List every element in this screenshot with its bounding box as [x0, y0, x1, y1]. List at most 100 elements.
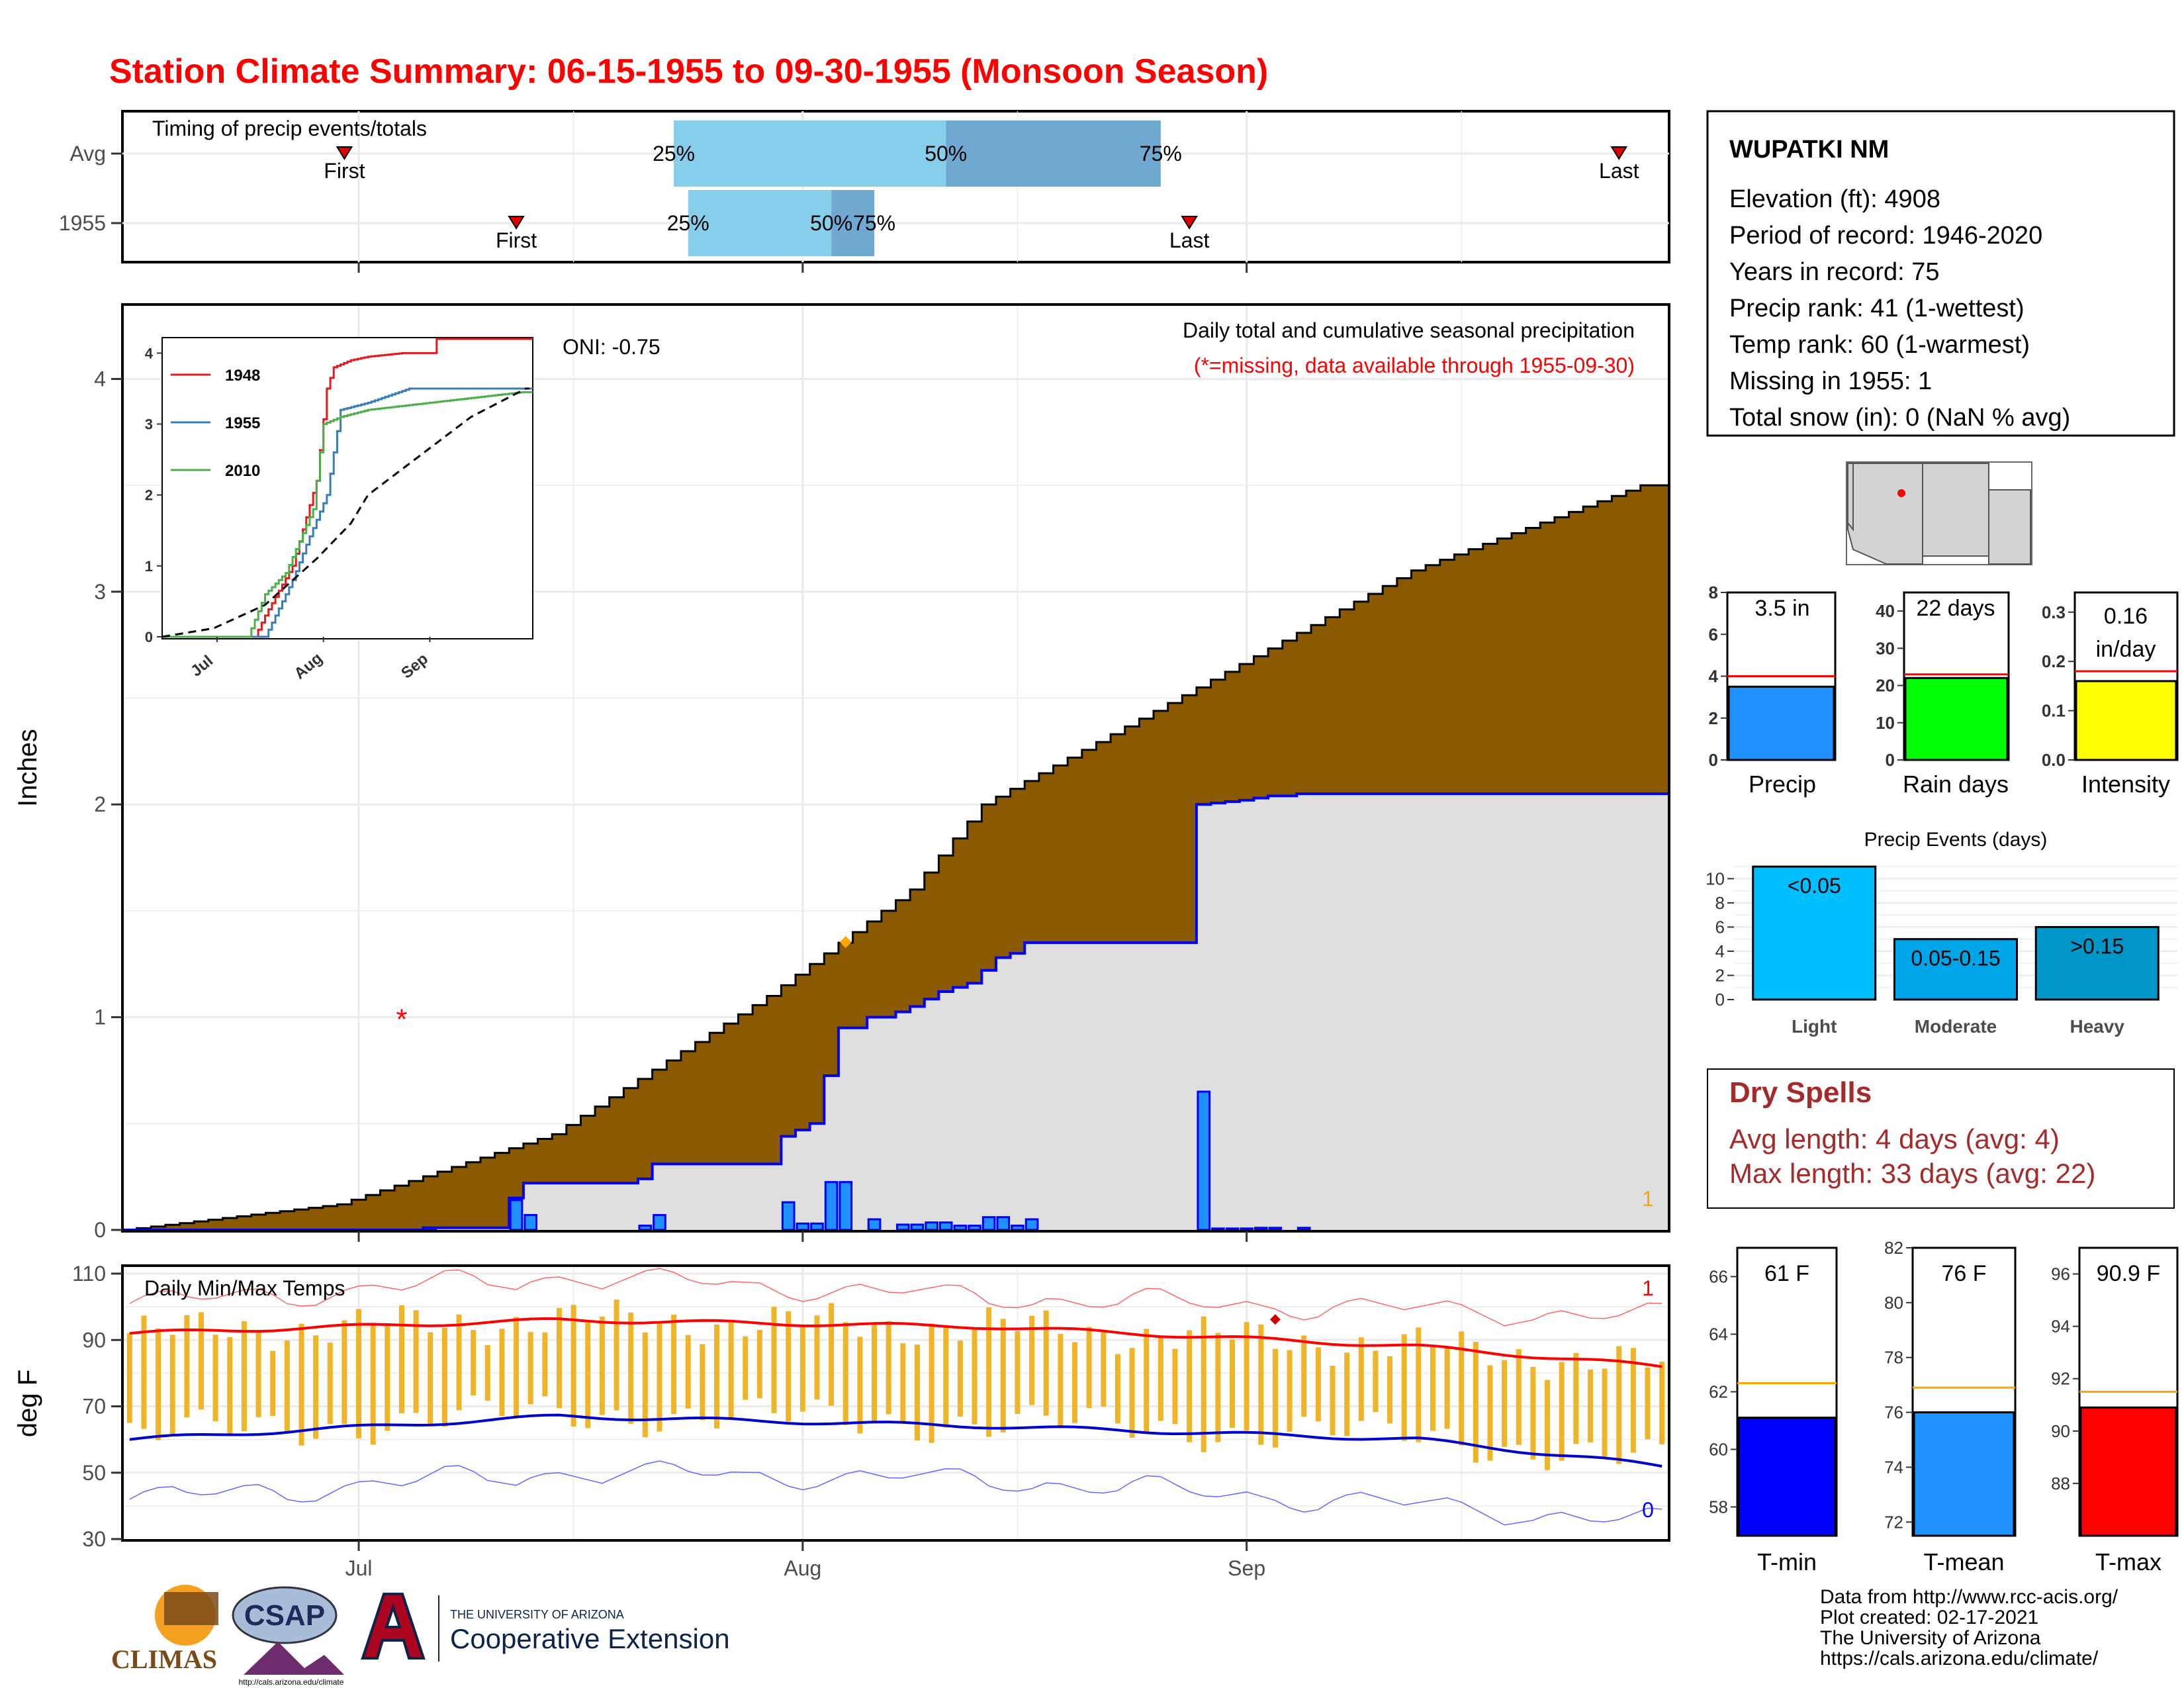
event-bar-moderate: [1893, 938, 2018, 1001]
max-count: 1: [1642, 1276, 1654, 1300]
daily-temp-range-bar: [829, 1303, 835, 1406]
daily-temp-range-bar: [327, 1342, 333, 1425]
daily-precip-bar: [1268, 1227, 1283, 1231]
avg-cumulative-line: [122, 484, 1669, 1231]
temp-summary-y-tick-label: 96: [2051, 1264, 2070, 1284]
missing-note: (*=missing, data available through 1955-…: [1194, 353, 1635, 377]
daily-temp-range-bar: [1330, 1366, 1336, 1436]
daily-precip-bar: [1024, 1218, 1039, 1231]
daily-temp-range-bar: [1587, 1369, 1593, 1442]
station-snow: Total snow (in): 0 (NaN % avg): [1729, 404, 2070, 432]
event-bar-light: [1752, 865, 1877, 1001]
record-max-marker: [1269, 1314, 1281, 1325]
temp-summary-y-tick-label: 58: [1709, 1497, 1728, 1517]
temp-line-avg-min: [129, 1413, 1662, 1468]
station-location-marker: [1897, 489, 1905, 497]
daily-temp-range-bar: [657, 1323, 662, 1432]
daily-temp-range-bar: [900, 1343, 906, 1424]
daily-temp-range-bar: [1272, 1348, 1278, 1448]
temp-summary-label: T-mean: [1923, 1548, 2004, 1575]
intensity-y-tick-label: 0.0: [2042, 750, 2066, 770]
rain-days-y-tick-label: 0: [1886, 750, 1895, 770]
daily-temp-range-bar: [1659, 1362, 1665, 1445]
daily-temp-range-bar: [743, 1336, 749, 1400]
credits: Data from http://www.rcc-acis.org/ Plot …: [1820, 1586, 2118, 1669]
daily-temp-range-bar: [1545, 1380, 1551, 1470]
raindays-bar-value: 22 days: [1916, 596, 1995, 621]
temp-summary-y-tick-label: 90: [2051, 1421, 2070, 1441]
station-temp-rank: Temp rank: 60 (1-warmest): [1729, 331, 2030, 359]
timing-bar-q25-q50: [688, 190, 832, 256]
temp-summary-y-tick-label: 82: [1884, 1238, 1903, 1258]
timing-first-label: First: [324, 159, 365, 183]
daily-temp-range-bar: [1129, 1348, 1135, 1438]
daily-temp-range-bar: [1158, 1337, 1163, 1421]
daily-temp-range-bar: [599, 1316, 605, 1415]
credit-line: The University of Arizona: [1820, 1627, 2041, 1649]
temp-summary-y-tick-label: 94: [2051, 1317, 2070, 1336]
precip-y-tick-label: 8: [1709, 583, 1718, 602]
daily-precip-bar: [824, 1181, 839, 1231]
dry-spells-avg: Avg length: 4 days (avg: 4): [1729, 1123, 2060, 1154]
daily-temp-range-bar: [527, 1332, 533, 1405]
daily-temp-range-bar: [1301, 1335, 1307, 1417]
daily-temp-range-bar: [1029, 1315, 1035, 1405]
daily-temp-range-bar: [212, 1335, 218, 1422]
precip-y-tick-label: 6: [1709, 624, 1718, 644]
rain-days-y-tick-label: 40: [1876, 601, 1895, 621]
precip-bar-label: Precip: [1749, 771, 1816, 798]
precip-panel: * 0 1 2 3 4 Inches ONI: -0.75 Daily total an…: [13, 303, 1670, 1242]
daily-precip-bar: [1240, 1227, 1253, 1231]
legend-label-1948: 1948: [225, 367, 260, 385]
climas-logo-rays: [164, 1592, 218, 1625]
daily-temp-range-bar: [700, 1344, 705, 1421]
daily-precip-bar: [1211, 1227, 1225, 1231]
intensity-y-tick-label: 0.1: [2042, 701, 2066, 721]
daily-temp-range-bar: [284, 1340, 290, 1432]
timing-first-label: First: [496, 228, 537, 252]
daily-temp-range-bar: [1201, 1316, 1206, 1452]
events-y-tick-label: 0: [1715, 990, 1725, 1009]
daily-temp-range-bar: [585, 1322, 591, 1429]
event-bar-heavy: [2034, 925, 2160, 1001]
daily-temp-range-bar: [1358, 1337, 1364, 1421]
temp-summary-label: T-max: [2095, 1548, 2161, 1575]
event-bar-text: <0.05: [1788, 874, 1841, 898]
station-precip-rank: Precip rank: 41 (1-wettest): [1729, 295, 2025, 322]
daily-temp-range-bar: [156, 1328, 161, 1440]
temp-lines: [129, 1268, 1662, 1526]
daily-temp-range-bar: [957, 1340, 963, 1417]
daily-temp-range-bar: [1172, 1348, 1178, 1425]
rain-days-value-bar: [1904, 677, 2009, 761]
daily-temp-range-bar: [428, 1332, 433, 1425]
climas-logo: CLIMAS: [111, 1585, 218, 1674]
ua-logo-big-text: Cooperative Extension: [450, 1623, 730, 1654]
daily-precip-bar: [653, 1214, 666, 1231]
daily-precip-bar: [1225, 1227, 1240, 1231]
daily-temp-range-bar: [1530, 1366, 1536, 1460]
daily-temp-range-bar: [872, 1323, 878, 1424]
station-elevation: Elevation (ft): 4908: [1729, 185, 1940, 213]
daily-temp-range-bar: [298, 1323, 304, 1446]
inset-y-tick-label: 2: [145, 487, 153, 504]
precip-value-bar: [1727, 685, 1835, 761]
inset-y-tick-label: 0: [145, 629, 153, 645]
daily-precip-bar: [781, 1201, 796, 1231]
daily-temp-range-bar: [1071, 1342, 1077, 1423]
precip-y-label: Inches: [13, 729, 42, 807]
event-bar-label: Heavy: [2070, 1016, 2124, 1037]
csap-logo: CSAP http://cals.arizona.edu/climate: [232, 1586, 344, 1687]
station-period: Period of record: 1946-2020: [1729, 222, 2042, 250]
daily-temp-range-bar: [1344, 1352, 1350, 1436]
map-state-arizona: [1847, 463, 1923, 565]
daily-temp-range-bar: [199, 1312, 205, 1410]
daily-temp-range-bar: [1459, 1331, 1465, 1446]
event-bar-label: Light: [1792, 1016, 1837, 1037]
temp-summary-bar-t-max: [2079, 1406, 2177, 1537]
daily-temp-range-bar: [514, 1317, 520, 1419]
daily-precip-bar: [423, 1227, 437, 1231]
figure-title: Station Climate Summary: 06-15-1955 to 0…: [109, 52, 1268, 91]
events-y-tick-label: 2: [1715, 965, 1725, 985]
inset-y-tick-label: 1: [145, 558, 153, 575]
daily-temp-range-bar: [1215, 1333, 1221, 1442]
